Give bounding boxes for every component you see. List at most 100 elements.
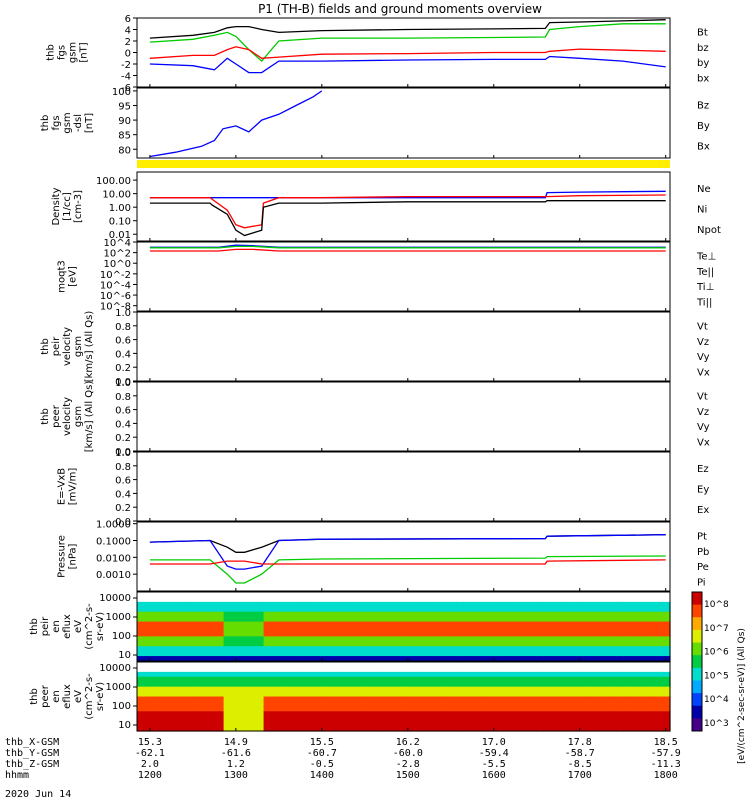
spectrogram-cell — [470, 726, 478, 732]
spectrogram-cell — [343, 626, 351, 633]
spectrogram-cell — [576, 671, 584, 678]
spectrogram-cell — [150, 696, 158, 703]
spectrogram-cell — [423, 636, 431, 642]
spectrogram-cell — [616, 621, 624, 628]
spectrogram-cell — [630, 696, 638, 703]
spectrogram-cell — [436, 611, 445, 618]
spectrogram-cell — [143, 721, 151, 727]
spectrogram-cell — [496, 601, 505, 608]
spectrogram-cell — [270, 611, 278, 618]
spectrogram-cell — [270, 646, 278, 652]
spectrogram-cell — [536, 611, 545, 618]
spectrogram-cell — [623, 691, 631, 698]
spectrogram-cell — [483, 651, 491, 657]
spectrogram-cell — [163, 651, 171, 657]
spectrogram-cell — [276, 641, 285, 647]
spectrogram-cell — [310, 671, 318, 678]
spectrogram-cell — [396, 626, 405, 633]
y-axis-label-line: [nPa] — [68, 543, 79, 569]
spectrogram-cell — [210, 671, 218, 678]
spectrogram-cell — [476, 621, 485, 628]
spectrogram-cell — [250, 611, 258, 618]
spectrogram-cell — [436, 716, 445, 722]
spectrogram-cell — [576, 611, 584, 618]
spectrogram-cell — [656, 716, 664, 722]
spectrogram-cell — [276, 621, 285, 628]
spectrogram-cell — [510, 686, 518, 693]
spectrogram-cell — [316, 621, 325, 628]
spectrogram-cell — [150, 646, 158, 652]
spectrogram-cell — [176, 696, 185, 703]
y-axis-label-line: (cm^2-s- — [84, 673, 95, 720]
spectrogram-cell — [370, 626, 378, 633]
spectrogram-cell — [256, 646, 265, 652]
spectrogram-cell — [196, 636, 205, 642]
spectrogram-cell — [590, 686, 598, 693]
spectrogram-cell — [616, 726, 624, 732]
y-axis-label-line: E=-VxB — [57, 468, 68, 505]
spectrogram-cell — [243, 621, 251, 628]
spectrogram-cell — [283, 656, 291, 662]
spectrogram-cell — [343, 686, 351, 693]
spectrogram-cell — [163, 601, 171, 608]
spectrogram-cell — [210, 701, 218, 707]
spectrogram-cell — [196, 696, 205, 703]
x-axis-row-value: -60.0 — [393, 748, 423, 759]
spectrogram-cell — [336, 686, 345, 693]
spectrogram-cell — [310, 631, 318, 637]
spectrogram-cell — [230, 621, 238, 628]
spectrogram-cell — [183, 611, 191, 618]
spectrogram-cell — [596, 706, 604, 712]
spectrogram-cell — [137, 671, 145, 678]
spectrogram-cell — [263, 651, 271, 657]
spectrogram-cell — [576, 616, 584, 623]
spectrogram-cell — [230, 641, 238, 647]
spectrogram-cell — [410, 701, 418, 707]
spectrogram-cell — [423, 616, 431, 623]
spectrogram-cell — [603, 601, 611, 608]
spectrogram-cell — [396, 621, 405, 628]
spectrogram-cell — [283, 611, 291, 618]
spectrogram-cell — [643, 696, 651, 703]
spectrogram-cell — [603, 711, 611, 717]
spectrogram-cell — [536, 676, 545, 683]
spectrogram-cell — [443, 671, 451, 678]
spectrogram-cell — [450, 726, 458, 732]
spectrogram-cell — [356, 616, 365, 623]
spectrogram-cell — [196, 616, 205, 623]
spectrogram-cell — [623, 636, 631, 642]
spectrogram-cell — [490, 681, 498, 688]
spectrogram-cell — [203, 696, 211, 703]
spectrogram-cell — [530, 651, 538, 657]
spectrogram-cell — [236, 646, 245, 652]
spectrogram-cell — [383, 671, 391, 678]
spectrogram-cell — [596, 701, 604, 707]
spectrogram-cell — [290, 636, 298, 642]
spectrogram-cell — [276, 706, 285, 712]
y-tick-label: 0.0 — [115, 447, 131, 458]
spectrogram-cell — [503, 621, 511, 628]
spectrogram-cell — [390, 641, 398, 647]
spectrogram-cell — [423, 701, 431, 707]
spectrogram-cell — [563, 626, 571, 633]
spectrogram-cell — [463, 656, 471, 662]
spectrogram-cell — [156, 626, 165, 633]
legend-entry: Vz — [697, 337, 709, 348]
spectrogram-cell — [463, 681, 471, 688]
spectrogram-cell — [296, 726, 305, 732]
spectrogram-cell — [263, 676, 271, 683]
spectrogram-cell — [436, 721, 445, 727]
spectrogram-cell — [330, 616, 338, 623]
spectrogram-cell — [583, 716, 591, 722]
spectrogram-cell — [636, 621, 644, 628]
spectrogram-cell — [210, 721, 218, 727]
spectrogram-cell — [576, 721, 584, 727]
spectrogram-cell — [296, 691, 305, 698]
spectrogram-cell — [243, 606, 251, 613]
spectrogram-cell — [156, 671, 165, 678]
spectrogram-cell — [270, 691, 278, 698]
spectrogram-cell — [330, 726, 338, 732]
spectrogram-cell — [270, 656, 278, 662]
spectrogram-cell — [543, 711, 551, 717]
spectrogram-cell — [296, 641, 305, 647]
